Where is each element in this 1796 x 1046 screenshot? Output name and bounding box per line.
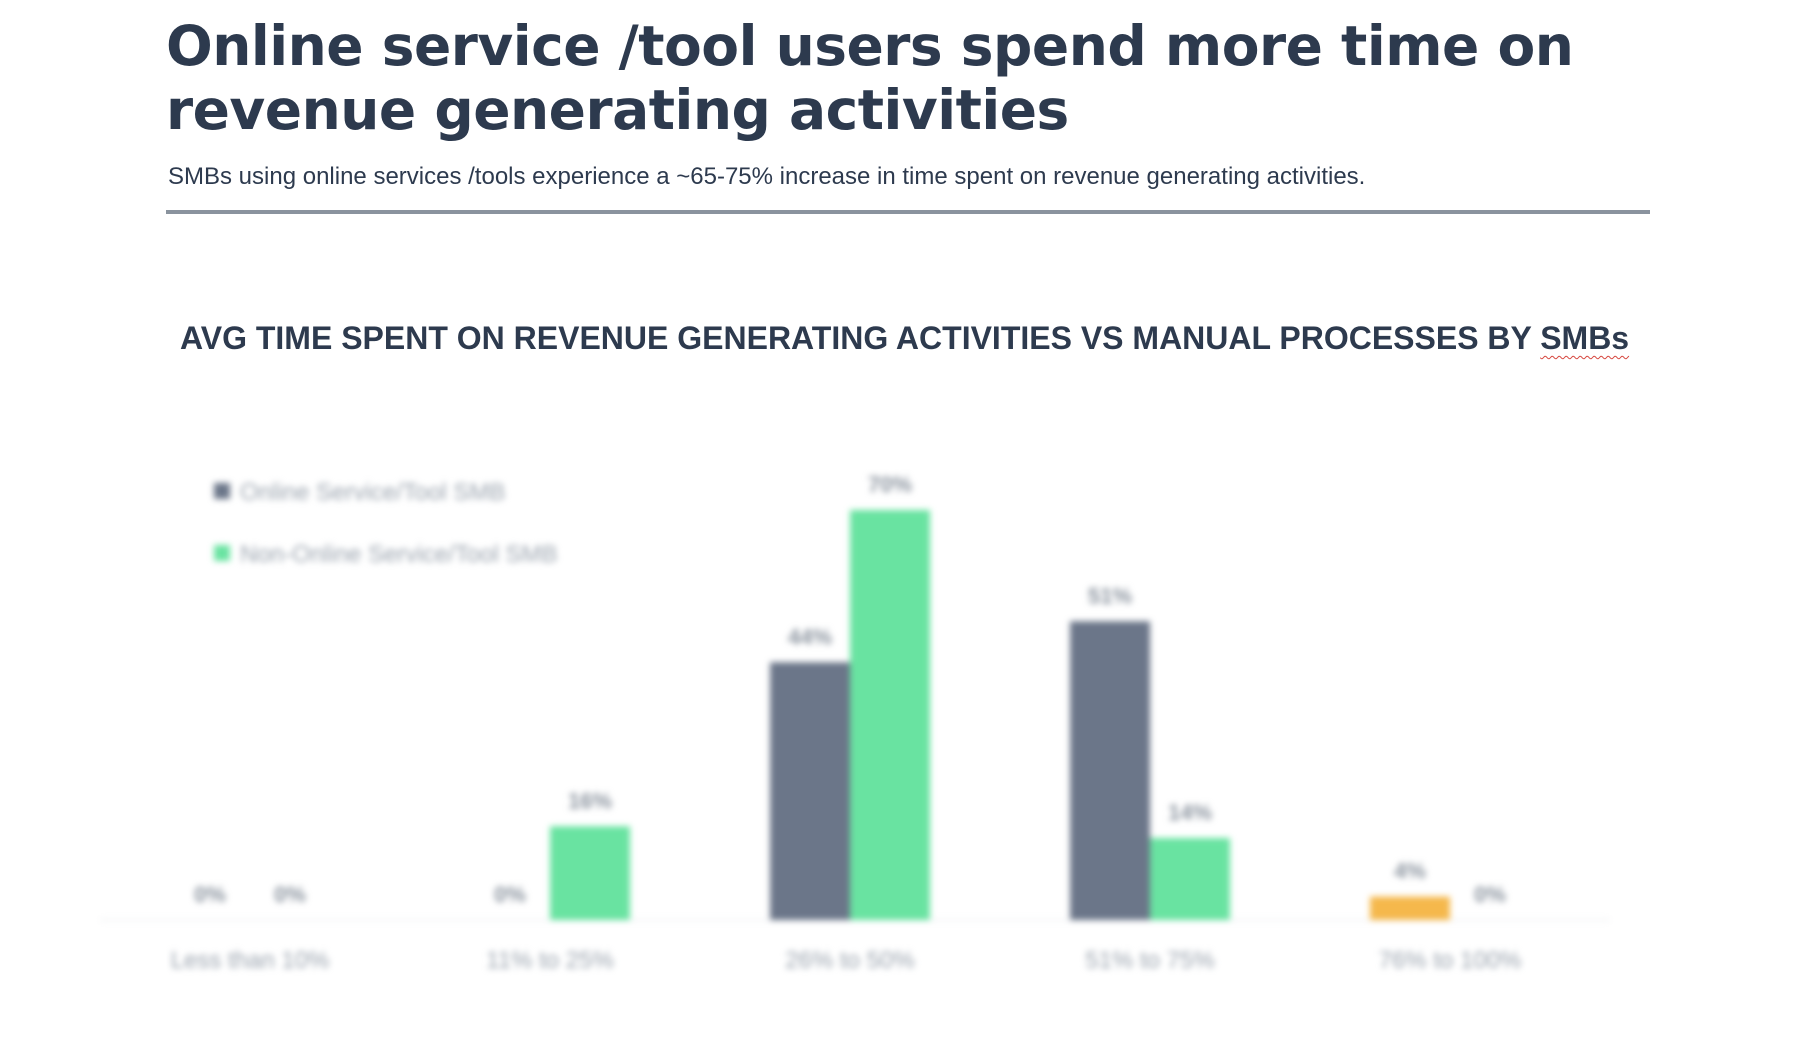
- value-label-2-4: 14%: [1168, 800, 1212, 825]
- chart-legend: Online Service/Tool SMB Non-Online Servic…: [214, 479, 557, 568]
- page-subtitle: SMBs using online services /tools experi…: [168, 163, 1366, 190]
- bar-1-3: [770, 662, 850, 920]
- chart-bars: [550, 510, 1450, 920]
- legend-swatch-1: [214, 483, 230, 499]
- chart-title: AVG TIME SPENT ON REVENUE GENERATING ACT…: [180, 318, 1660, 358]
- x-tick-label-2: 11% to 25%: [486, 947, 614, 974]
- x-tick-label-1: Less than 10%: [171, 947, 330, 974]
- legend-swatch-2: [214, 545, 230, 561]
- value-label-1-3: 44%: [788, 624, 832, 649]
- bar-1-5: [1370, 896, 1450, 920]
- value-label-2-5: 0%: [1474, 882, 1506, 907]
- bar-2-4: [1150, 838, 1230, 920]
- chart-title-emphasis: SMBs: [1540, 320, 1630, 356]
- page-title: Online service /tool users spend more ti…: [166, 14, 1574, 142]
- legend-label-2: Non-Online Service/Tool SMB: [240, 541, 557, 568]
- value-label-1-2: 0%: [494, 882, 526, 907]
- chart-body: Online Service/Tool SMB Non-Online Servic…: [100, 472, 1610, 974]
- x-tick-label-3: 26% to 50%: [785, 947, 914, 974]
- value-label-2-2: 16%: [568, 788, 612, 813]
- value-label-1-5: 4%: [1394, 859, 1426, 884]
- value-label-2-1: 0%: [274, 882, 306, 907]
- value-label-1-4: 51%: [1088, 583, 1132, 608]
- chart-title-main: AVG TIME SPENT ON REVENUE GENERATING ACT…: [180, 320, 1541, 356]
- bar-2-3: [850, 510, 930, 920]
- x-tick-label-5: 76% to 100%: [1379, 947, 1522, 974]
- chart-x-labels: Less than 10% 11% to 25% 26% to 50% 51% to …: [171, 947, 1522, 974]
- legend-label-1: Online Service/Tool SMB: [240, 479, 505, 506]
- bar-2-2: [550, 826, 630, 920]
- chart-value-labels: 0% 0% 0% 16% 44% 70% 51% 14% 4% 0%: [194, 472, 1506, 907]
- value-label-1-1: 0%: [194, 882, 226, 907]
- bar-1-4: [1070, 621, 1150, 920]
- header-divider: [166, 210, 1650, 214]
- value-label-2-3: 70%: [868, 472, 912, 497]
- x-tick-label-4: 51% to 75%: [1085, 947, 1214, 974]
